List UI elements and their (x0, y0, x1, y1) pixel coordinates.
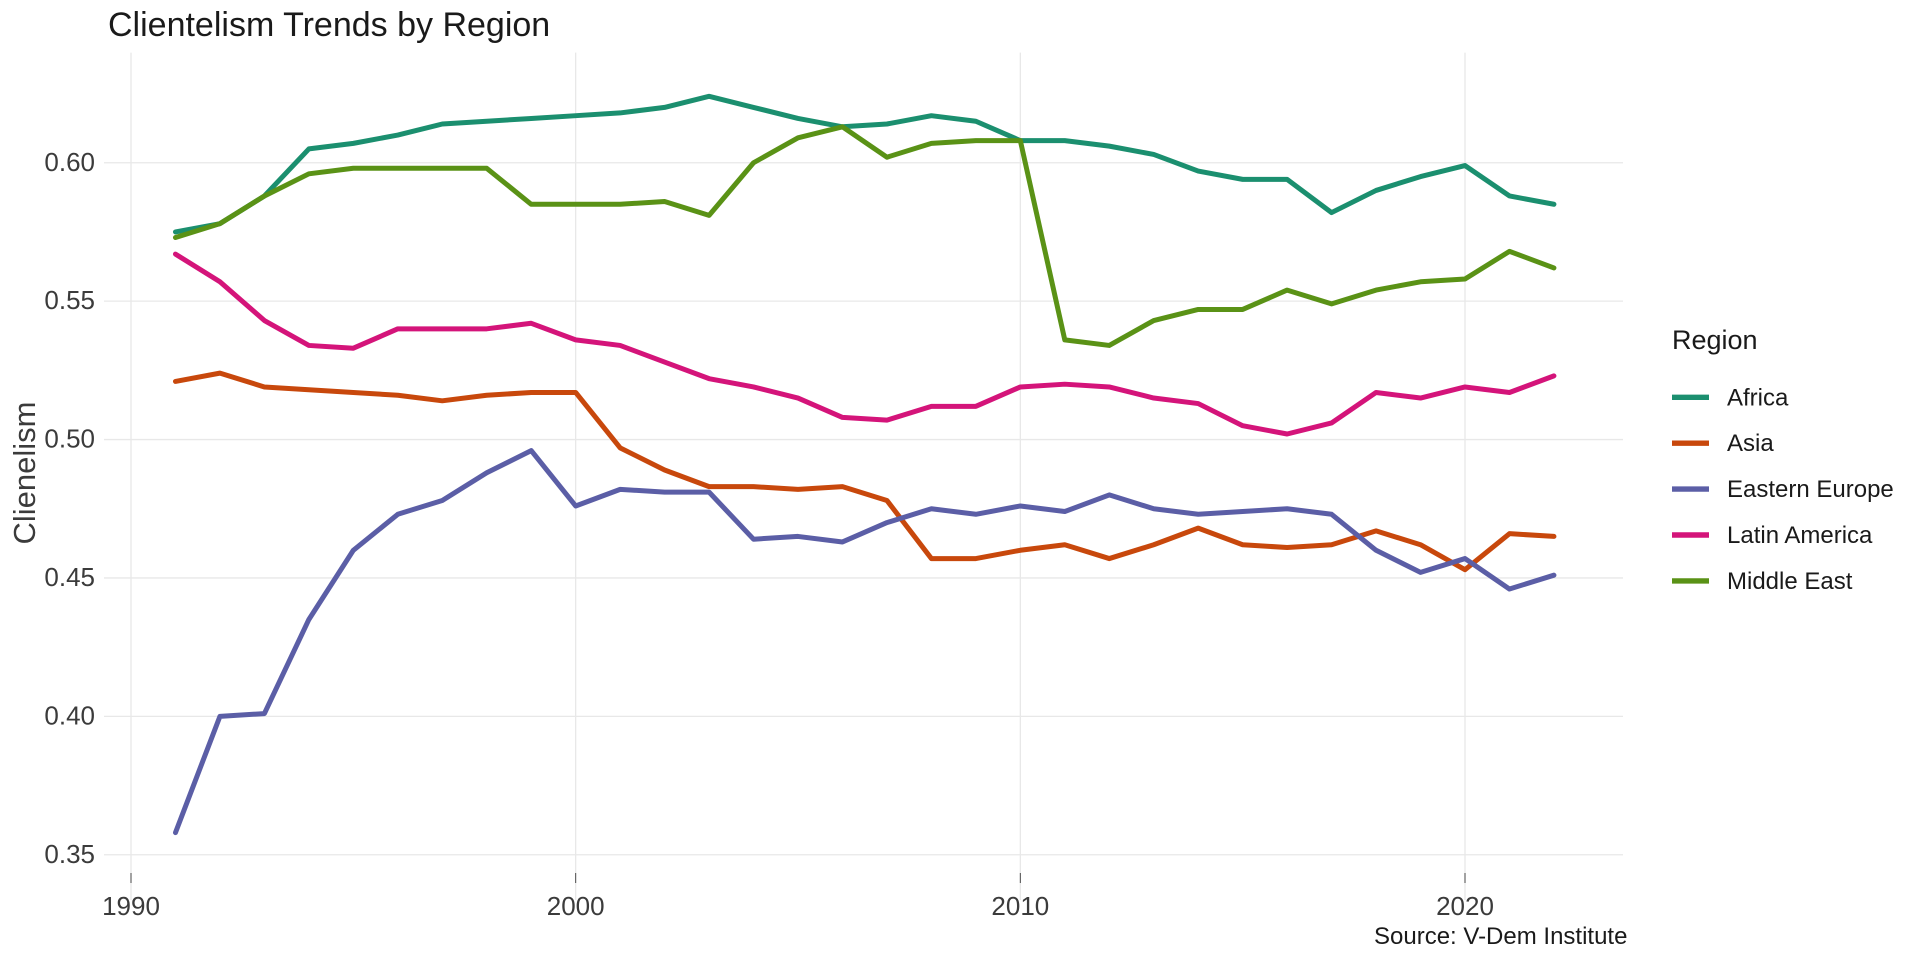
svg-text:2010: 2010 (991, 891, 1049, 921)
svg-text:0.40: 0.40 (44, 700, 95, 730)
svg-text:Middle East: Middle East (1727, 568, 1853, 595)
svg-text:2020: 2020 (1436, 891, 1494, 921)
svg-text:1990: 1990 (102, 891, 160, 921)
svg-text:2000: 2000 (547, 891, 605, 921)
svg-text:Eastern Europe: Eastern Europe (1727, 476, 1894, 503)
svg-text:0.55: 0.55 (44, 285, 95, 315)
svg-text:0.35: 0.35 (44, 839, 95, 869)
svg-text:Asia: Asia (1727, 430, 1774, 457)
svg-text:Africa: Africa (1727, 384, 1789, 411)
svg-text:0.60: 0.60 (44, 147, 95, 177)
svg-text:0.45: 0.45 (44, 562, 95, 592)
svg-text:0.50: 0.50 (44, 424, 95, 454)
svg-text:Latin America: Latin America (1727, 522, 1873, 549)
